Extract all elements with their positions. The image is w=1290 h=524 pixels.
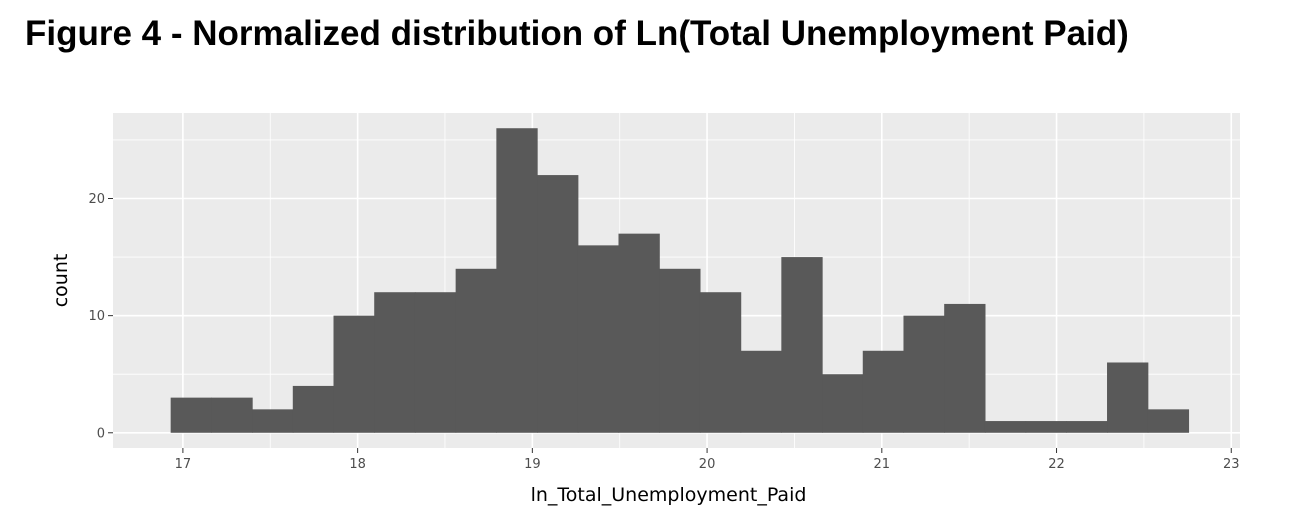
histogram-bar: [659, 268, 701, 433]
histogram-bar: [903, 315, 945, 433]
x-tick-label: 17: [175, 457, 192, 472]
x-axis: 17 18 19 20 21 22 23: [175, 448, 1240, 472]
y-axis: 0 10 20: [88, 192, 113, 441]
histogram-bar: [374, 292, 416, 433]
x-tick-label: 20: [699, 457, 716, 472]
x-tick-label: 22: [1048, 457, 1065, 472]
histogram-bar: [292, 385, 335, 433]
histogram-bar: [252, 409, 294, 433]
histogram-bar: [1066, 421, 1108, 433]
histogram-bar: [944, 303, 986, 433]
histogram-bar: [822, 374, 864, 433]
y-tick-label: 20: [88, 192, 105, 207]
y-tick-label: 10: [88, 309, 105, 324]
histogram-bar: [333, 315, 375, 433]
histogram-bar: [537, 175, 579, 433]
histogram-bar: [1147, 409, 1190, 433]
histogram-bar: [211, 397, 253, 433]
histogram-bar: [170, 397, 212, 433]
x-tick-label: 18: [349, 457, 366, 472]
x-axis-title: ln_Total_Unemployment_Paid: [531, 484, 807, 506]
histogram-bar: [1025, 421, 1067, 433]
y-tick-label: 0: [97, 426, 105, 441]
histogram-bar: [740, 350, 782, 433]
histogram-bar: [699, 292, 742, 433]
figure-title: Figure 4 - Normalized distribution of Ln…: [25, 14, 1129, 53]
y-axis-title: count: [50, 254, 72, 308]
histogram-bar: [618, 233, 660, 433]
histogram-bar: [781, 257, 823, 433]
histogram-bar: [455, 268, 497, 433]
x-tick-label: 23: [1223, 457, 1240, 472]
histogram-bars: [170, 128, 1190, 433]
histogram-bar: [1107, 362, 1149, 433]
histogram-bar: [496, 128, 538, 433]
histogram-bar: [862, 350, 905, 433]
histogram-bar: [984, 421, 1027, 433]
histogram-bar: [414, 292, 457, 433]
histogram-bar: [577, 245, 620, 433]
x-tick-label: 21: [874, 457, 891, 472]
x-tick-label: 19: [524, 457, 541, 472]
